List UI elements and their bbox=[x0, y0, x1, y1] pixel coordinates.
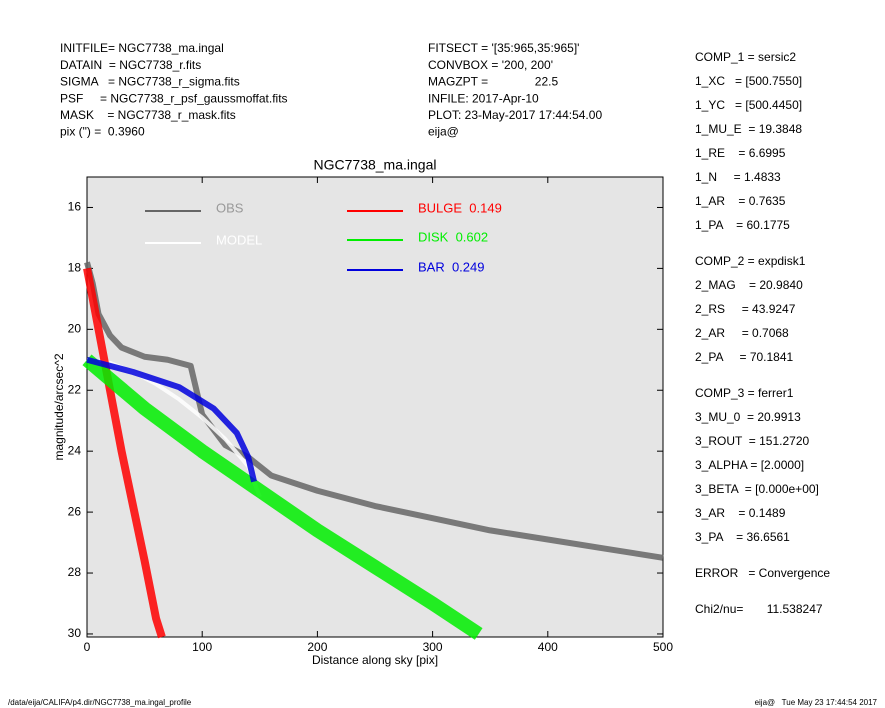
x-tick-label: 0 bbox=[84, 640, 91, 654]
parameter: Chi2/nu= 11.538247 bbox=[695, 602, 823, 616]
header-line: pix (") = 0.3960 bbox=[60, 125, 145, 139]
parameter: ERROR = Convergence bbox=[695, 566, 830, 580]
parameter: 1_YC = [500.4450] bbox=[695, 98, 802, 112]
y-tick-label: 20 bbox=[68, 321, 82, 335]
header-line: MAGZPT = 22.5 bbox=[428, 75, 558, 89]
parameter: 1_AR = 0.7635 bbox=[695, 194, 786, 208]
parameter: COMP_3 = ferrer1 bbox=[695, 386, 794, 400]
parameter: COMP_1 = sersic2 bbox=[695, 50, 796, 64]
series-band bbox=[84, 261, 664, 561]
parameter: 1_RE = 6.6995 bbox=[695, 146, 786, 160]
parameter: COMP_2 = expdisk1 bbox=[695, 254, 806, 268]
parameter: 2_PA = 70.1841 bbox=[695, 350, 794, 364]
y-tick-label: 30 bbox=[68, 626, 82, 640]
series-band bbox=[86, 356, 257, 483]
series-band bbox=[82, 354, 483, 640]
header-line: PLOT: 23-May-2017 17:44:54.00 bbox=[428, 108, 602, 122]
y-tick-label: 16 bbox=[68, 200, 82, 214]
parameter: 3_MU_0 = 20.9913 bbox=[695, 410, 801, 424]
parameter: 2_RS = 43.9247 bbox=[695, 302, 796, 316]
x-tick-label: 400 bbox=[538, 640, 558, 654]
header-line: PSF = NGC7738_r_psf_gaussmoffat.fits bbox=[60, 91, 288, 105]
legend-label: BAR 0.249 bbox=[418, 259, 485, 274]
parameter: 2_AR = 0.7068 bbox=[695, 326, 789, 340]
chart-title: NGC7738_ma.ingal bbox=[314, 157, 437, 173]
x-axis-label: Distance along sky [pix] bbox=[312, 653, 438, 667]
x-tick-label: 200 bbox=[307, 640, 327, 654]
y-tick-label: 22 bbox=[68, 382, 82, 396]
header-line: INFILE: 2017-Apr-10 bbox=[428, 91, 539, 105]
x-tick-label: 100 bbox=[192, 640, 212, 654]
y-tick-label: 24 bbox=[68, 443, 82, 457]
y-axis-label: magnitude/arcsec^2 bbox=[52, 353, 66, 460]
parameter: 3_PA = 36.6561 bbox=[695, 530, 790, 544]
parameter: 2_MAG = 20.9840 bbox=[695, 278, 803, 292]
x-tick-label: 500 bbox=[653, 640, 673, 654]
parameter: 3_ROUT = 151.2720 bbox=[695, 434, 810, 448]
header-line: FITSECT = '[35:965,35:965]' bbox=[428, 41, 579, 55]
header-line: DATAIN = NGC7738_r.fits bbox=[60, 58, 201, 72]
header-line: INITFILE= NGC7738_ma.ingal bbox=[60, 41, 224, 55]
legend-label: BULGE 0.149 bbox=[418, 200, 502, 215]
series-band bbox=[83, 267, 166, 639]
header-line: SIGMA = NGC7738_r_sigma.fits bbox=[60, 75, 240, 89]
parameter: 1_XC = [500.7550] bbox=[695, 74, 802, 88]
header-line: MASK = NGC7738_r_mask.fits bbox=[60, 108, 236, 122]
footer-left: /data/eija/CALIFA/p4.dir/NGC7738_ma.inga… bbox=[8, 698, 192, 707]
y-tick-label: 18 bbox=[68, 261, 82, 275]
legend-label: DISK 0.602 bbox=[418, 229, 488, 244]
parameter: 1_PA = 60.1775 bbox=[695, 218, 790, 232]
header-line: eija@ bbox=[428, 125, 459, 139]
parameter: 3_BETA = [0.000e+00] bbox=[695, 482, 819, 496]
legend-label: OBS bbox=[216, 200, 244, 215]
footer-right: eija@ Tue May 23 17:44:54 2017 bbox=[755, 698, 878, 707]
header-line: CONVBOX = '200, 200' bbox=[428, 58, 553, 72]
parameter: 1_MU_E = 19.3848 bbox=[695, 122, 802, 136]
y-tick-label: 28 bbox=[68, 565, 82, 579]
parameter: 3_ALPHA = [2.0000] bbox=[695, 458, 804, 472]
parameter: 3_AR = 0.1489 bbox=[695, 506, 786, 520]
legend-label: MODEL bbox=[216, 232, 262, 247]
y-tick-label: 26 bbox=[68, 504, 82, 518]
parameter: 1_N = 1.4833 bbox=[695, 170, 781, 184]
x-tick-label: 300 bbox=[423, 640, 443, 654]
